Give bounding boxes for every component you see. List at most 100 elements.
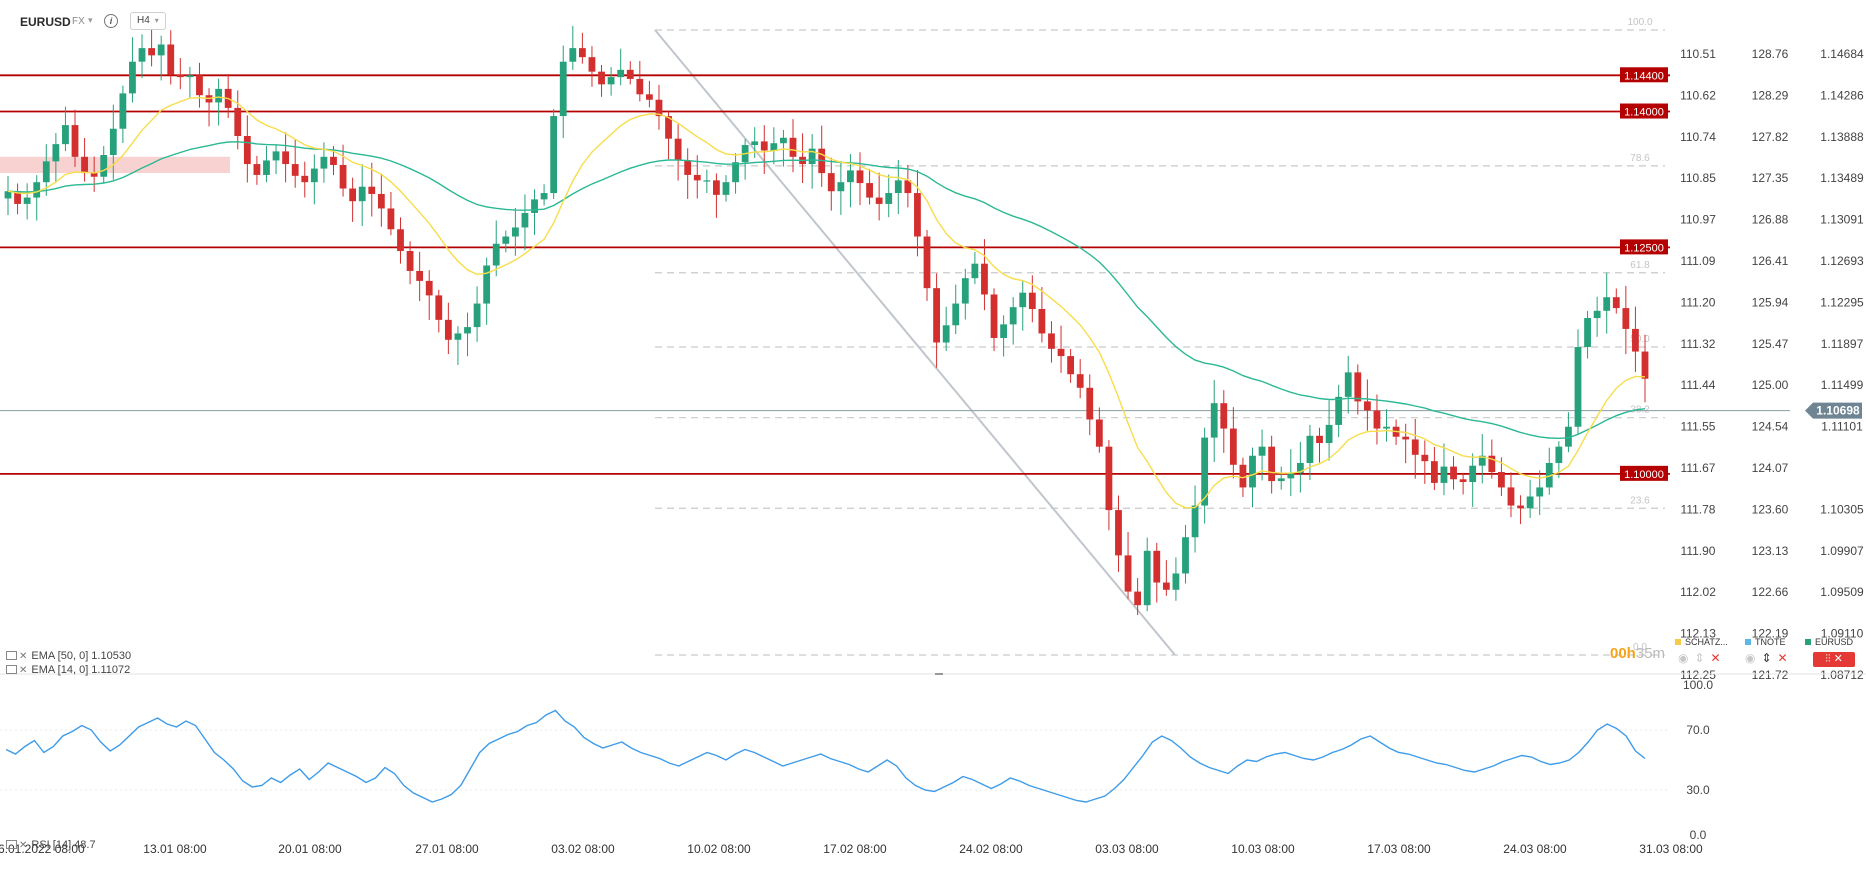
candle[interactable] bbox=[148, 48, 155, 56]
candle[interactable] bbox=[1009, 307, 1017, 325]
candle[interactable] bbox=[416, 270, 424, 281]
candle[interactable] bbox=[569, 48, 577, 62]
close-icon[interactable]: ✕ bbox=[19, 651, 28, 662]
chevron-down-icon[interactable]: ▾ bbox=[88, 15, 93, 25]
candle[interactable] bbox=[167, 44, 175, 75]
candle[interactable] bbox=[138, 48, 146, 62]
close-icon[interactable]: ✕ bbox=[19, 665, 28, 676]
candle[interactable] bbox=[1641, 351, 1649, 379]
candle[interactable] bbox=[1363, 401, 1371, 411]
candle[interactable] bbox=[1306, 435, 1314, 463]
candle[interactable] bbox=[1086, 387, 1094, 420]
sort-arrows-icon[interactable]: ⇕ bbox=[1694, 651, 1705, 665]
candle[interactable] bbox=[1517, 505, 1524, 509]
candle[interactable] bbox=[713, 180, 720, 195]
candle[interactable] bbox=[377, 193, 385, 209]
candle[interactable] bbox=[1048, 333, 1055, 349]
candle[interactable] bbox=[1536, 487, 1544, 497]
candle[interactable] bbox=[435, 295, 443, 320]
candle[interactable] bbox=[1239, 464, 1247, 488]
candle[interactable] bbox=[1028, 292, 1036, 309]
ema50-line[interactable] bbox=[7, 141, 1646, 440]
candle[interactable] bbox=[397, 229, 404, 252]
candle[interactable] bbox=[1134, 591, 1142, 606]
candle[interactable] bbox=[961, 278, 969, 304]
candle[interactable] bbox=[684, 160, 692, 175]
candle[interactable] bbox=[1162, 582, 1170, 590]
candle[interactable] bbox=[186, 75, 194, 78]
candle[interactable] bbox=[1287, 472, 1295, 479]
candle[interactable] bbox=[1430, 461, 1438, 483]
candle[interactable] bbox=[1172, 573, 1180, 590]
candle[interactable] bbox=[234, 107, 242, 136]
candle[interactable] bbox=[626, 69, 634, 79]
candle[interactable] bbox=[1383, 426, 1390, 429]
candle[interactable] bbox=[291, 164, 299, 176]
candle[interactable] bbox=[875, 197, 883, 204]
candle[interactable] bbox=[1421, 454, 1429, 462]
candle[interactable] bbox=[837, 182, 845, 192]
candle[interactable] bbox=[942, 325, 950, 343]
candle[interactable] bbox=[1115, 510, 1122, 556]
candle[interactable] bbox=[531, 199, 538, 213]
sort-arrows-icon[interactable]: ⇕ bbox=[1761, 651, 1772, 665]
candle[interactable] bbox=[368, 186, 376, 194]
candle[interactable] bbox=[1296, 462, 1304, 473]
candle[interactable] bbox=[511, 227, 519, 237]
candle[interactable] bbox=[914, 193, 921, 237]
candle[interactable] bbox=[645, 94, 653, 100]
candle[interactable] bbox=[1411, 439, 1419, 455]
candle[interactable] bbox=[1268, 446, 1276, 482]
candle[interactable] bbox=[703, 180, 711, 182]
candle[interactable] bbox=[1057, 348, 1065, 357]
candle[interactable] bbox=[81, 156, 88, 174]
candle[interactable] bbox=[90, 173, 98, 177]
candle[interactable] bbox=[1344, 372, 1352, 397]
candle[interactable] bbox=[1105, 446, 1113, 511]
candle[interactable] bbox=[598, 71, 605, 85]
candle[interactable] bbox=[349, 188, 357, 202]
candle[interactable] bbox=[444, 319, 452, 340]
candle[interactable] bbox=[14, 191, 21, 204]
candle[interactable] bbox=[1038, 308, 1046, 334]
candle[interactable] bbox=[655, 99, 663, 117]
price-level-tag[interactable] bbox=[1620, 103, 1668, 119]
timeframe-select[interactable]: H4 ▾ bbox=[130, 12, 166, 30]
candle[interactable] bbox=[559, 61, 567, 117]
candle[interactable] bbox=[358, 186, 366, 202]
close-icon[interactable]: ✕ bbox=[19, 840, 28, 851]
candle[interactable] bbox=[387, 208, 395, 230]
candle[interactable] bbox=[1545, 462, 1553, 488]
trendline[interactable] bbox=[654, 29, 1176, 656]
candle[interactable] bbox=[1469, 465, 1477, 482]
candle[interactable] bbox=[1124, 555, 1132, 592]
candle[interactable] bbox=[339, 164, 347, 189]
visibility-icon[interactable] bbox=[6, 651, 17, 660]
candle[interactable] bbox=[540, 193, 548, 200]
candle[interactable] bbox=[109, 128, 117, 155]
indicator-legend-rsi[interactable]: ✕ RSI [14] 48.7 bbox=[6, 839, 96, 851]
candle[interactable] bbox=[502, 236, 510, 244]
candle[interactable] bbox=[4, 191, 12, 199]
info-icon[interactable]: i bbox=[104, 14, 118, 28]
candle[interactable] bbox=[607, 77, 615, 85]
current-price-tag[interactable] bbox=[1805, 402, 1862, 419]
candle[interactable] bbox=[1220, 403, 1228, 429]
candle[interactable] bbox=[1182, 537, 1189, 574]
candle[interactable] bbox=[1402, 436, 1410, 440]
candle[interactable] bbox=[770, 143, 778, 151]
visibility-icon[interactable] bbox=[6, 840, 17, 849]
pane-resize-handle[interactable] bbox=[935, 673, 943, 675]
candle[interactable] bbox=[693, 174, 701, 181]
candle[interactable] bbox=[1459, 479, 1467, 482]
candle[interactable] bbox=[1325, 424, 1333, 444]
candle[interactable] bbox=[636, 78, 644, 95]
rsi-line[interactable] bbox=[5, 709, 1646, 803]
candle[interactable] bbox=[1229, 428, 1237, 465]
candle[interactable] bbox=[1593, 310, 1601, 319]
candle[interactable] bbox=[492, 243, 500, 266]
candle[interactable] bbox=[550, 116, 558, 194]
candle[interactable] bbox=[310, 168, 318, 183]
candle[interactable] bbox=[129, 61, 136, 94]
